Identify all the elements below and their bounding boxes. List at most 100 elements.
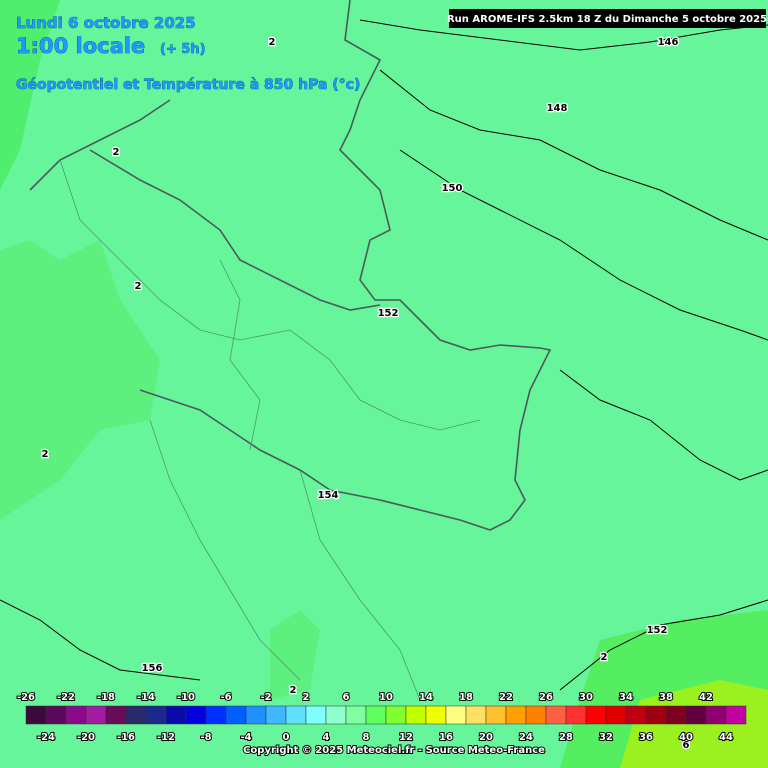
colorbar-swatch: [405, 705, 427, 725]
contour-label: 152: [378, 308, 399, 319]
colorbar-swatch: [505, 705, 527, 725]
contour-label: 2: [290, 685, 297, 696]
contour-label: 2: [601, 652, 608, 663]
contour-label: 2: [42, 449, 49, 460]
contour-label: 146: [658, 37, 679, 48]
colorbar-label: 16: [439, 732, 453, 743]
colorbar-label: 10: [379, 692, 393, 703]
colorbar-swatch: [565, 705, 587, 725]
run-info: Run AROME-IFS 2.5km 18 Z du Dimanche 5 o…: [447, 14, 767, 25]
contour-label: 6: [683, 740, 690, 751]
colorbar-label: -26: [17, 692, 35, 703]
colorbar-swatch: [525, 705, 547, 725]
colorbar-label: -14: [137, 692, 155, 703]
colorbar-label: 24: [519, 732, 533, 743]
contour-label: 2: [135, 281, 142, 292]
colorbar-label: 44: [719, 732, 733, 743]
colorbar-label: 32: [599, 732, 613, 743]
colorbar-label: 34: [619, 692, 633, 703]
colorbar-label: 4: [323, 732, 330, 743]
colorbar-swatch: [125, 705, 147, 725]
colorbar-swatch: [725, 705, 747, 725]
colorbar-label: -16: [117, 732, 135, 743]
colorbar-label: -12: [157, 732, 175, 743]
temp-area: [0, 240, 160, 520]
colorbar-swatch: [145, 705, 167, 725]
colorbar-label: 30: [579, 692, 593, 703]
colorbar-swatch: [425, 705, 447, 725]
colorbar-label: 18: [459, 692, 473, 703]
colorbar-label: 8: [363, 732, 370, 743]
colorbar-label: 6: [343, 692, 350, 703]
contour-label: 2: [113, 147, 120, 158]
colorbar-label: 40: [679, 732, 693, 743]
colorbar-swatch: [585, 705, 607, 725]
colorbar-swatch: [545, 705, 567, 725]
colorbar-label: 26: [539, 692, 553, 703]
colorbar-label: -10: [177, 692, 195, 703]
colorbar-swatch: [365, 705, 387, 725]
colorbar-swatch: [105, 705, 127, 725]
colorbar-swatch: [645, 705, 667, 725]
colorbar-label: 2: [303, 692, 310, 703]
colorbar-label: -8: [200, 732, 211, 743]
colorbar-swatch: [185, 705, 207, 725]
colorbar-label: 22: [499, 692, 513, 703]
colorbar-label: -2: [260, 692, 271, 703]
colorbar-label: 38: [659, 692, 673, 703]
colorbar-swatch: [465, 705, 487, 725]
colorbar-swatch: [205, 705, 227, 725]
contour-label: 156: [142, 663, 163, 674]
colorbar-swatch: [625, 705, 647, 725]
colorbar-swatch: [345, 705, 367, 725]
contour-label: 148: [547, 103, 568, 114]
country-borders: [29, 0, 552, 531]
colorbar-swatch: [85, 705, 107, 725]
parameter-title: Géopotentiel et Température à 850 hPa (°…: [16, 77, 360, 93]
colorbar-swatch: [325, 705, 347, 725]
colorbar-label: 20: [479, 732, 493, 743]
colorbar-label: -20: [77, 732, 95, 743]
colorbar-label: -22: [57, 692, 75, 703]
colorbar-label: 14: [419, 692, 433, 703]
colorbar-swatch: [705, 705, 727, 725]
colorbar-label: -4: [240, 732, 251, 743]
colorbar-swatch: [225, 705, 247, 725]
colorbar-label: 28: [559, 732, 573, 743]
colorbar-swatch: [305, 705, 327, 725]
forecast-time: 1:00 locale: [16, 34, 145, 58]
colorbar-swatch: [265, 705, 287, 725]
colorbar-swatch: [65, 705, 87, 725]
colorbar-label: 36: [639, 732, 653, 743]
colorbar-swatch: [685, 705, 707, 725]
colorbar: -26 -22 -18 -14 -10 -6 -2 2 6 10 14 18 22 26 30 34 38 42-…: [16, 691, 747, 744]
colorbar-swatch: [285, 705, 307, 725]
forecast-offset: (+ 5h): [160, 42, 206, 57]
colorbar-swatch: [25, 705, 47, 725]
colorbar-label: -18: [97, 692, 115, 703]
colorbar-swatch: [485, 705, 507, 725]
colorbar-swatch: [445, 705, 467, 725]
copyright: Copyright © 2025 Meteociel.fr - Source M…: [243, 745, 545, 756]
colorbar-swatch: [605, 705, 627, 725]
colorbar-label: 12: [399, 732, 413, 743]
colorbar-label: 0: [283, 732, 290, 743]
colorbar-swatch: [45, 705, 67, 725]
region-borders: [59, 159, 481, 701]
temp-area: [270, 610, 320, 700]
colorbar-label: 42: [699, 692, 713, 703]
colorbar-swatch: [165, 705, 187, 725]
isotherms: [0, 19, 768, 691]
colorbar-swatch: [385, 705, 407, 725]
run-box: [449, 9, 766, 28]
contour-label: 2: [269, 37, 276, 48]
contour-label: 154: [318, 490, 339, 501]
contour-label: 152: [647, 625, 668, 636]
forecast-date: Lundi 6 octobre 2025: [16, 14, 196, 32]
colorbar-label: -6: [220, 692, 231, 703]
colorbar-swatch: [665, 705, 687, 725]
temp-area: [0, 0, 60, 190]
colorbar-swatch: [245, 705, 267, 725]
